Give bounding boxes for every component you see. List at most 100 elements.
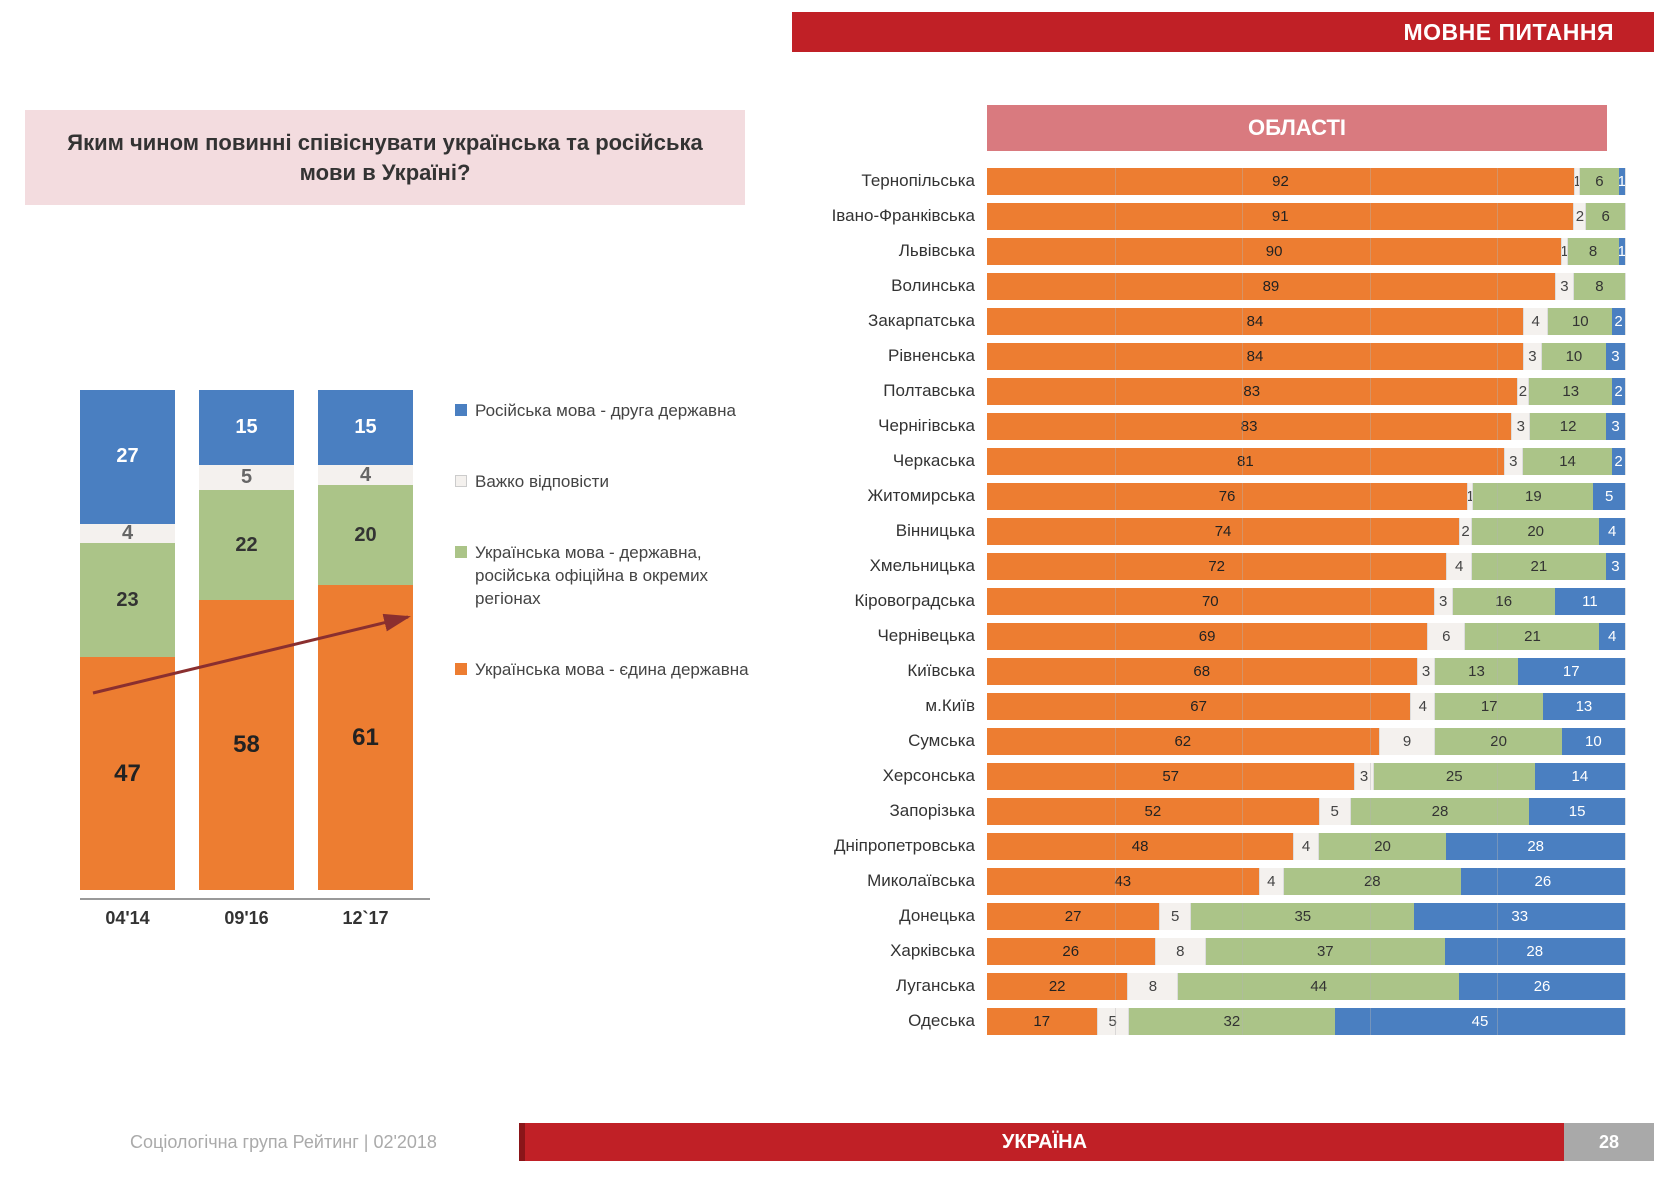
region-segment-white: 8 (1155, 938, 1207, 965)
region-segment-blue: 13 (1543, 693, 1625, 720)
region-row: Запорізька5252815 (795, 795, 1625, 827)
region-segment-green: 44 (1178, 973, 1459, 1000)
region-segment-blue: 2 (1612, 308, 1625, 335)
region-segment-green: 19 (1473, 483, 1593, 510)
region-bar: 5732514 (987, 763, 1625, 790)
region-segment-orange: 67 (987, 693, 1410, 720)
region-label: Черкаська (795, 451, 987, 471)
region-segment-green: 13 (1435, 658, 1517, 685)
region-segment-orange: 83 (987, 378, 1517, 405)
legend-label: Важко відповісти (475, 471, 609, 494)
bar-column: 4723427 (80, 390, 175, 890)
region-label: Миколаївська (795, 871, 987, 891)
region-segment-blue: 3 (1606, 413, 1625, 440)
region-segment-green: 32 (1129, 1008, 1335, 1035)
region-segment-white: 2 (1459, 518, 1472, 545)
region-segment-blue: 17 (1518, 658, 1625, 685)
region-segment-orange: 70 (987, 588, 1434, 615)
region-segment-white: 3 (1511, 413, 1530, 440)
region-segment-blue: 1 (1619, 238, 1625, 265)
region-segment-blue: 26 (1459, 973, 1625, 1000)
region-row: Тернопільська92161 (795, 165, 1625, 197)
region-segment-orange: 89 (987, 273, 1555, 300)
region-bar: 90181 (987, 238, 1625, 265)
region-segment-blue: 45 (1335, 1008, 1625, 1035)
region-row: Київська6831317 (795, 655, 1625, 687)
question-box: Яким чином повинні співіснувати українсь… (25, 110, 745, 205)
region-label: Сумська (795, 731, 987, 751)
region-segment-orange: 57 (987, 763, 1354, 790)
region-row: Вінницька742204 (795, 515, 1625, 547)
bar-segment-orange: 58 (199, 600, 294, 890)
region-segment-white: 5 (1097, 1008, 1129, 1035)
region-segment-green: 10 (1548, 308, 1612, 335)
regions-body: Тернопільська92161Івано-Франківська9126Л… (795, 165, 1625, 1037)
region-segment-white: 3 (1354, 763, 1373, 790)
region-segment-blue: 14 (1535, 763, 1625, 790)
legend: Російська мова - друга державна Важко від… (455, 400, 755, 730)
region-label: Луганська (795, 976, 987, 996)
legend-swatch (455, 404, 467, 416)
footer: Соціологічна група Рейтинг | 02'2018 УКР… (0, 1123, 1654, 1161)
region-segment-blue: 3 (1606, 553, 1625, 580)
region-segment-orange: 91 (987, 203, 1573, 230)
region-label: Житомирська (795, 486, 987, 506)
region-row: Хмельницька724213 (795, 550, 1625, 582)
region-segment-green: 10 (1542, 343, 1606, 370)
region-segment-orange: 83 (987, 413, 1511, 440)
legend-item-white: Важко відповісти (455, 471, 755, 494)
region-segment-green: 37 (1206, 938, 1444, 965)
region-segment-blue: 11 (1555, 588, 1625, 615)
region-segment-orange: 43 (987, 868, 1259, 895)
region-bar: 833123 (987, 413, 1625, 440)
header-title: МОВНЕ ПИТАННЯ (1403, 19, 1614, 46)
region-label: Дніпропетровська (795, 836, 987, 856)
region-segment-green: 12 (1530, 413, 1606, 440)
region-bar: 724213 (987, 553, 1625, 580)
question-text: Яким чином повинні співіснувати українсь… (67, 130, 702, 185)
region-label: Одеська (795, 1011, 987, 1031)
legend-item-green: Українська мова - державна, російська оф… (455, 542, 755, 611)
region-segment-orange: 81 (987, 448, 1504, 475)
region-segment-orange: 90 (987, 238, 1561, 265)
region-segment-blue: 28 (1446, 833, 1625, 860)
region-segment-orange: 84 (987, 343, 1523, 370)
region-row: Черкаська813142 (795, 445, 1625, 477)
region-segment-orange: 52 (987, 798, 1319, 825)
region-segment-white: 9 (1379, 728, 1436, 755)
region-bar: 2753533 (987, 903, 1625, 930)
region-bar: 8938 (987, 273, 1625, 300)
legend-label: Українська мова - державна, російська оф… (475, 542, 755, 611)
region-segment-green: 21 (1465, 623, 1599, 650)
region-segment-orange: 92 (987, 168, 1574, 195)
region-segment-white: 3 (1417, 658, 1436, 685)
legend-item-blue: Російська мова - друга державна (455, 400, 755, 423)
bar-segment-blue: 15 (199, 390, 294, 465)
region-label: Івано-Франківська (795, 206, 987, 226)
region-segment-green: 35 (1191, 903, 1414, 930)
region-segment-white: 2 (1573, 203, 1586, 230)
region-segment-green: 28 (1284, 868, 1461, 895)
regions-header: ОБЛАСТІ (987, 105, 1607, 151)
region-segment-orange: 62 (987, 728, 1379, 755)
region-segment-green: 28 (1351, 798, 1530, 825)
legend-item-orange: Українська мова - єдина державна (455, 659, 755, 682)
region-label: Кіровоградська (795, 591, 987, 611)
region-bar: 2284426 (987, 973, 1625, 1000)
bar-column: 6120415 (318, 390, 413, 890)
bar-segment-green: 23 (80, 543, 175, 657)
region-bar: 92161 (987, 168, 1625, 195)
region-bar: 9126 (987, 203, 1625, 230)
region-segment-white: 3 (1504, 448, 1523, 475)
bar-segment-blue: 27 (80, 390, 175, 524)
region-segment-orange: 17 (987, 1008, 1097, 1035)
footer-country: УКРАЇНА (525, 1123, 1564, 1161)
region-segment-white: 5 (1319, 798, 1351, 825)
region-row: Одеська1753245 (795, 1005, 1625, 1037)
bar-segment-white: 4 (318, 465, 413, 485)
region-segment-white: 4 (1446, 553, 1472, 580)
region-segment-white: 3 (1555, 273, 1574, 300)
region-bar: 843103 (987, 343, 1625, 370)
region-label: Харківська (795, 941, 987, 961)
region-row: Донецька2753533 (795, 900, 1625, 932)
